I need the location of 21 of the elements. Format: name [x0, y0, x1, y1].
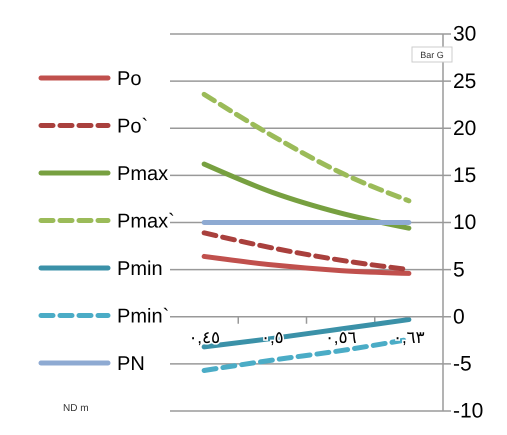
y-tick-label: 25	[453, 70, 476, 93]
legend-label: Pmin	[117, 258, 163, 280]
y-axis-title: Bar G	[420, 50, 444, 60]
y-tick-label: 30	[453, 22, 476, 46]
text: ND m	[63, 403, 89, 414]
y-tick-label: 20	[453, 116, 476, 140]
x-tick-label: ٠,٦٣	[393, 328, 425, 347]
legend-label: Pmax	[117, 163, 168, 185]
legend-label: Po`	[117, 116, 148, 138]
legend-label: Po	[117, 68, 142, 90]
legend-label: PN	[117, 353, 145, 375]
y-tick-label: -10	[453, 400, 484, 423]
y-tick-label: 10	[453, 211, 476, 234]
legend-label: Pmax`	[117, 210, 175, 232]
y-tick-label: 15	[453, 164, 476, 188]
y-tick-label: -5	[453, 352, 472, 376]
x-tick-label: ٠,٥٦	[324, 328, 356, 347]
y-tick-label: 5	[453, 258, 465, 282]
x-tick-label: ٠,٤٥	[188, 328, 220, 347]
y-tick-label: 0	[453, 305, 465, 328]
legend-label: Pmin`	[117, 306, 170, 328]
